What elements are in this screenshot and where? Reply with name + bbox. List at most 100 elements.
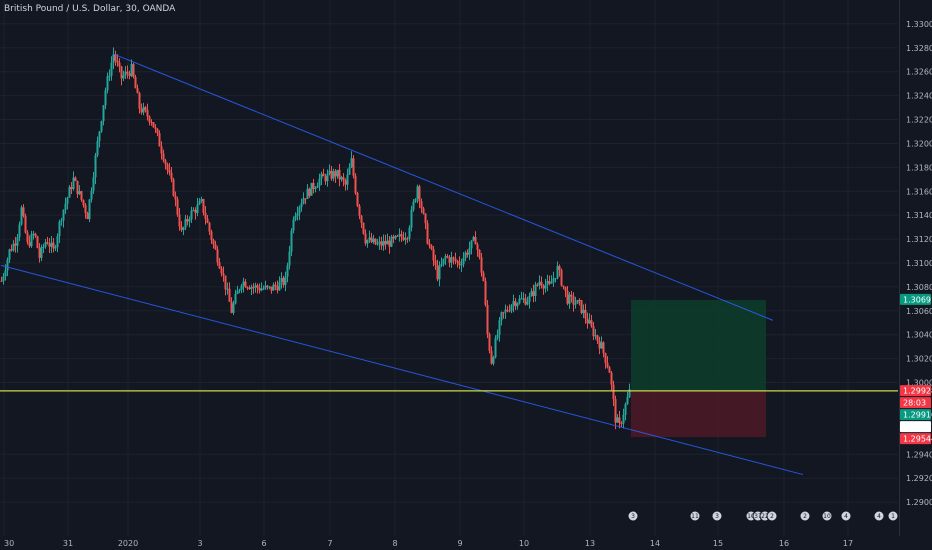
candle-body xyxy=(186,219,189,222)
candle-body xyxy=(410,209,413,228)
candle-body xyxy=(462,258,465,265)
candles xyxy=(0,47,631,430)
candle-body xyxy=(386,240,389,245)
candle-body xyxy=(326,173,329,182)
candle-body xyxy=(508,310,511,312)
candle-body xyxy=(546,281,549,285)
candle-body xyxy=(552,278,555,283)
event-marker-icon[interactable] xyxy=(689,510,701,522)
price-tag-label: 1.29928 xyxy=(903,387,932,396)
candle-body xyxy=(18,224,21,238)
target-zone[interactable] xyxy=(631,299,766,391)
event-marker[interactable]: 11 xyxy=(689,510,701,522)
event-marker-count: 4 xyxy=(877,513,881,520)
candle-body xyxy=(260,288,263,291)
candle-body xyxy=(366,239,369,244)
candle-body xyxy=(412,201,415,210)
candle-body xyxy=(498,320,501,335)
x-tick-label: 2020 xyxy=(118,539,138,548)
candle-body xyxy=(168,169,171,173)
event-marker-icon[interactable] xyxy=(821,510,833,522)
candle-body xyxy=(250,286,253,290)
candle-body xyxy=(220,268,223,274)
candle-body xyxy=(628,389,631,398)
candle-body xyxy=(598,340,601,349)
event-marker-icon[interactable] xyxy=(799,510,811,522)
candle-body xyxy=(314,187,317,189)
candle-body xyxy=(96,141,99,156)
candle-body xyxy=(304,198,307,200)
price-tag-label: 1.29544 xyxy=(903,435,932,444)
candle-body xyxy=(310,182,313,196)
event-marker-icon[interactable] xyxy=(711,510,723,522)
y-tick-label: 1.30800 xyxy=(906,283,932,292)
y-tick-label: 1.31600 xyxy=(906,187,932,196)
candle-body xyxy=(84,205,87,213)
candle-body xyxy=(36,236,39,248)
event-markers[interactable]: 3 11 3 10 37 22 2 2 10 4 4 1 xyxy=(627,510,899,522)
candle-body xyxy=(272,284,275,291)
candle-body xyxy=(622,414,625,424)
candle-body xyxy=(344,180,347,185)
candle-body xyxy=(302,198,305,204)
event-marker-icon[interactable] xyxy=(840,510,852,522)
y-tick-label: 1.29000 xyxy=(906,498,932,507)
channel-upper-line[interactable] xyxy=(112,53,774,321)
candle-body xyxy=(504,309,507,313)
event-marker[interactable]: 10 37 22 2 xyxy=(745,510,778,522)
candle-body xyxy=(448,257,451,263)
candle-body xyxy=(148,116,151,123)
candle-body xyxy=(124,71,127,76)
position-tool[interactable] xyxy=(631,299,766,438)
channel-lower-line[interactable] xyxy=(0,264,804,476)
event-marker-icon[interactable] xyxy=(766,510,778,522)
candle-body xyxy=(396,235,399,237)
candle-body xyxy=(392,236,395,239)
y-tick-label: 1.31800 xyxy=(906,163,932,172)
candle-body xyxy=(138,93,141,109)
candle-body xyxy=(322,173,325,177)
candle-body xyxy=(20,207,23,225)
event-marker[interactable]: 1 xyxy=(887,510,899,522)
event-marker[interactable]: 4 xyxy=(873,510,885,522)
event-marker[interactable]: 3 xyxy=(627,510,639,522)
event-marker[interactable]: 10 xyxy=(821,510,833,522)
candle-body xyxy=(44,242,47,247)
event-marker[interactable]: 2 xyxy=(799,510,811,522)
candle-body xyxy=(558,266,561,270)
candle-body xyxy=(426,223,429,244)
candle-body xyxy=(440,264,443,266)
candle-body xyxy=(134,77,137,89)
price-tag-label: 1.29910 xyxy=(903,411,932,420)
price-axis[interactable]: 1.33000 1.32800 1.32600 1.32400 1.32200 1.320… xyxy=(899,0,932,536)
candle-body xyxy=(170,172,173,180)
time-axis[interactable]: 30 31 2020 3 6 7 8 9 10 13 14 15 16 17 xyxy=(4,539,853,548)
candle-body xyxy=(144,107,147,111)
candle-body xyxy=(158,133,161,147)
candle-body xyxy=(384,241,387,245)
candle-body xyxy=(464,252,467,259)
event-marker[interactable]: 4 xyxy=(840,510,852,522)
candle-body xyxy=(502,312,505,314)
candle-body xyxy=(524,298,527,305)
candle-body xyxy=(6,259,9,271)
candle-body xyxy=(566,290,569,304)
event-marker-count: 1 xyxy=(891,513,895,520)
stop-zone[interactable] xyxy=(631,390,766,438)
x-tick-label: 8 xyxy=(392,539,397,548)
event-marker[interactable]: 3 xyxy=(711,510,723,522)
candle-body xyxy=(402,237,405,240)
candle-body xyxy=(88,199,91,220)
event-marker-icon[interactable] xyxy=(873,510,885,522)
x-tick-label: 10 xyxy=(519,539,529,548)
candle-body xyxy=(106,76,109,91)
trendlines[interactable] xyxy=(0,53,898,476)
candle-body xyxy=(332,171,335,179)
candle-body xyxy=(210,231,213,241)
candle-body xyxy=(252,286,255,288)
event-marker-icon[interactable] xyxy=(887,510,899,522)
event-marker-icon[interactable] xyxy=(627,510,639,522)
candle-body xyxy=(516,303,519,307)
